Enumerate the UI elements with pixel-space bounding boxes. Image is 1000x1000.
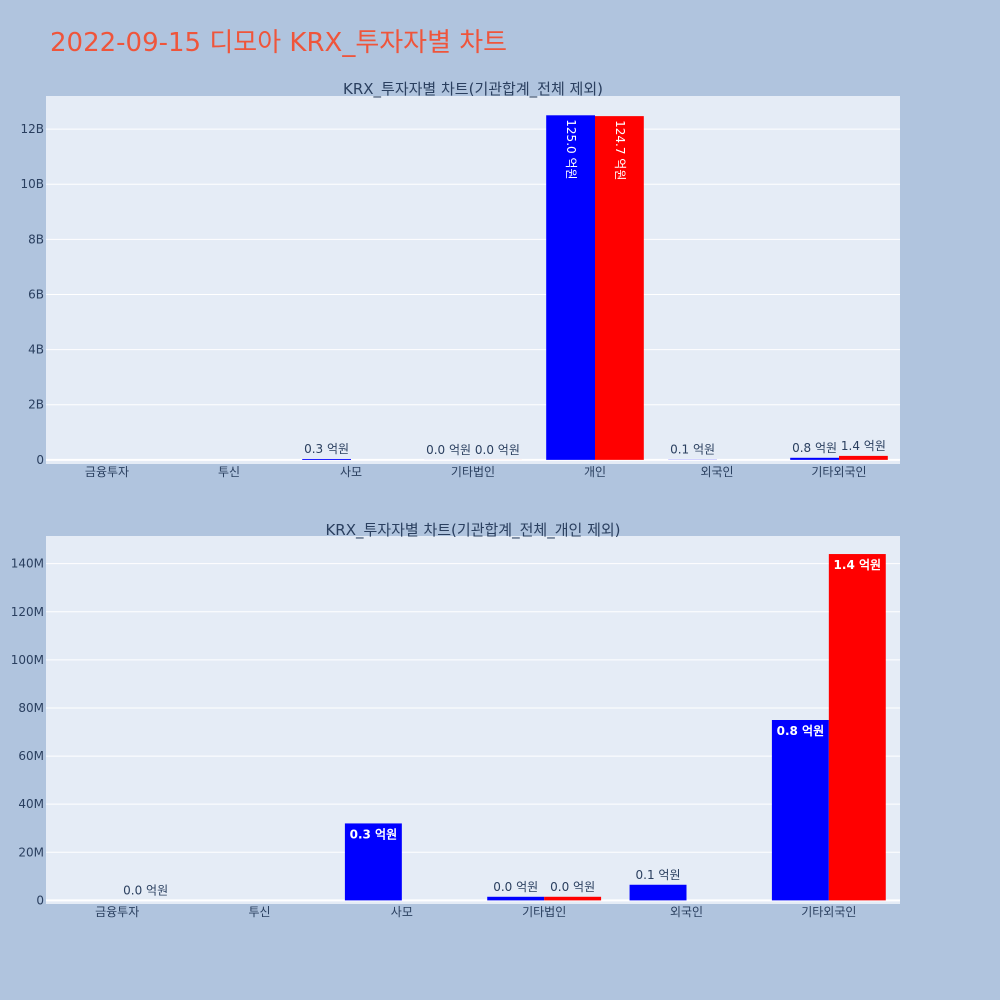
data-label: 0.3 억원	[304, 442, 349, 456]
x-tick-label: 기타외국인	[801, 905, 856, 919]
bar	[544, 896, 602, 901]
y-tick-label: 60M	[18, 749, 44, 763]
x-tick-label: 금융투자	[95, 905, 139, 919]
x-tick-label: 기타법인	[451, 465, 495, 479]
y-tick-label: 4B	[28, 343, 44, 357]
x-tick-label: 기타외국인	[811, 465, 866, 479]
x-tick-label: 사모	[391, 905, 413, 919]
plot-area-0	[46, 96, 900, 464]
bar	[595, 116, 644, 460]
data-label: 0.0 억원	[123, 883, 168, 897]
bar	[839, 455, 888, 460]
y-tick-label: 2B	[28, 398, 44, 412]
y-tick-label: 6B	[28, 287, 44, 301]
chart-title-0: KRX_투자자별 차트(기관합계_전체 제외)	[343, 80, 603, 99]
data-label: 0.0 억원	[475, 443, 520, 457]
data-label: 0.0 억원	[426, 443, 471, 457]
chart-title-1: KRX_투자자별 차트(기관합계_전체_개인 제외)	[325, 521, 620, 540]
y-tick-label: 80M	[18, 701, 44, 715]
y-tick-label: 140M	[11, 557, 44, 571]
x-tick-label: 금융투자	[85, 465, 129, 479]
data-label: 124.7 억원	[613, 120, 627, 180]
x-tick-label: 투신	[248, 905, 270, 919]
data-label: 1.4 억원	[834, 558, 882, 572]
x-tick-label: 외국인	[700, 465, 733, 479]
y-tick-label: 100M	[11, 653, 44, 667]
x-tick-label: 개인	[584, 465, 606, 479]
y-tick-label: 10B	[20, 177, 44, 191]
data-label: 0.1 억원	[670, 443, 715, 457]
x-tick-label: 외국인	[670, 905, 703, 919]
y-tick-label: 8B	[28, 232, 44, 246]
bar	[344, 823, 402, 901]
data-label: 0.8 억원	[792, 441, 837, 455]
data-label: 0.8 억원	[777, 724, 825, 738]
data-label: 125.0 억원	[564, 119, 578, 179]
y-tick-label: 0	[36, 893, 44, 907]
bar	[487, 896, 545, 901]
data-label: 1.4 억원	[841, 439, 886, 453]
y-tick-label: 0	[36, 453, 44, 467]
data-label: 0.3 억원	[350, 827, 398, 841]
bar	[790, 457, 839, 460]
plot-area-1	[46, 536, 900, 904]
y-tick-label: 12B	[20, 122, 44, 136]
x-tick-label: 투신	[218, 465, 240, 479]
bar	[629, 884, 687, 901]
data-label: 0.1 억원	[636, 868, 681, 882]
y-tick-label: 20M	[18, 845, 44, 859]
x-tick-label: 기타법인	[522, 905, 566, 919]
bar	[546, 115, 595, 460]
y-tick-label: 120M	[11, 605, 44, 619]
x-tick-label: 사모	[340, 465, 362, 479]
page-title: 2022-09-15 디모아 KRX_투자자별 차트	[50, 28, 508, 58]
y-tick-label: 40M	[18, 797, 44, 811]
bar	[771, 720, 829, 901]
data-label: 0.0 억원	[550, 880, 595, 894]
bar	[302, 458, 351, 460]
data-label: 0.0 억원	[493, 880, 538, 894]
bar	[828, 554, 886, 901]
